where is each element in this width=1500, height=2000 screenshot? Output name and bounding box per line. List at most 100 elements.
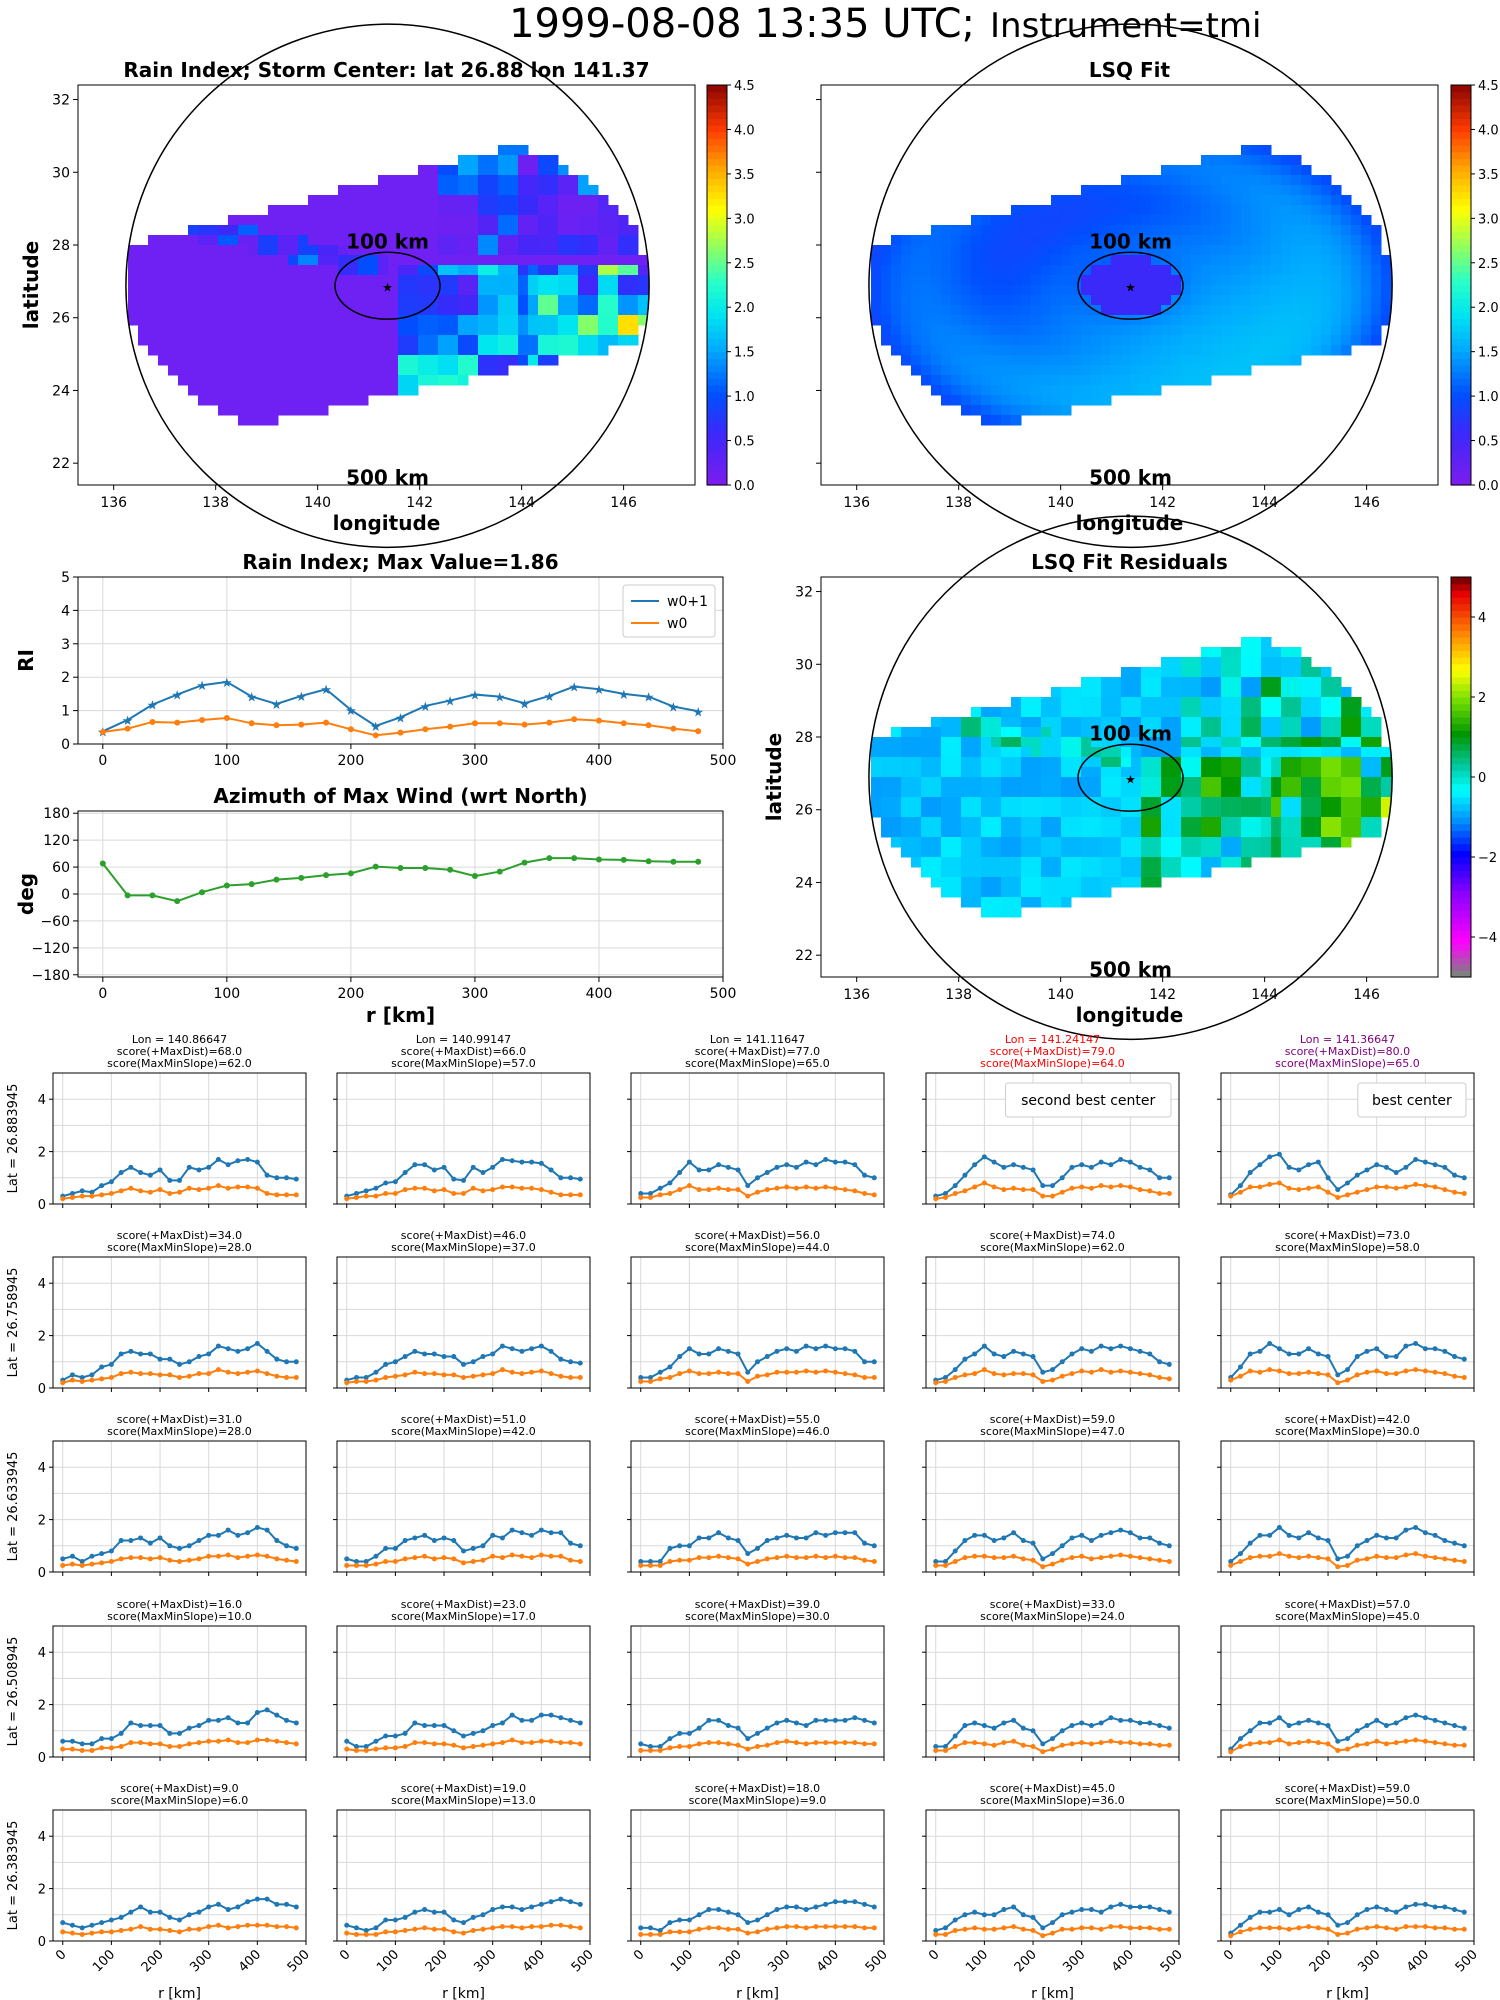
rain_index_map-cell xyxy=(488,195,499,206)
panel-w0-point xyxy=(1098,1367,1104,1373)
panel-w0-point xyxy=(842,1555,848,1561)
lsq_fit_map-cell xyxy=(961,245,972,256)
lsq_fit_map-cell xyxy=(1011,395,1022,406)
residuals_map-cell xyxy=(1161,697,1172,708)
residuals_map-cell xyxy=(1061,887,1072,898)
residuals_map-colorbar-step xyxy=(1451,603,1471,611)
lsq_fit_map-cell xyxy=(1041,285,1052,296)
rain_index_profile-frame xyxy=(77,576,724,745)
rain_index_map-cell xyxy=(338,355,349,366)
lsq_fit_map-cell xyxy=(941,365,952,376)
rain_index_map-cell xyxy=(638,295,649,306)
lsq_fit_map-cell xyxy=(901,325,912,336)
panel-w0-point xyxy=(1050,1193,1055,1199)
lsq_fit_map-cell xyxy=(1301,245,1312,256)
panel-w0-point xyxy=(422,1185,428,1191)
lsq_fit_map-colorbar-step xyxy=(1451,205,1471,213)
residuals_map-cell xyxy=(1341,717,1352,728)
lsq_fit_map-ring-500 xyxy=(868,23,1393,549)
lsq_fit_map-cell xyxy=(1201,265,1212,276)
residuals_map-cell xyxy=(1141,797,1152,808)
rain_index_map-cell xyxy=(378,195,389,206)
lsq_fit_map-cell xyxy=(1131,385,1142,396)
residuals_map-colorbar-step xyxy=(1451,917,1471,925)
lsq_fit_map-colorbar-step xyxy=(1451,231,1471,239)
rain_index_map-cell xyxy=(528,335,539,346)
residuals_map-cell xyxy=(1011,807,1022,818)
lsq_fit_map-cell xyxy=(901,255,912,266)
rain_index_map-cell xyxy=(628,325,639,336)
residuals_map-cell xyxy=(1251,847,1262,858)
panel-w0p1-point xyxy=(871,1359,877,1365)
residuals_map-cell xyxy=(1311,687,1322,698)
residuals_map-cell xyxy=(1251,767,1262,778)
residuals_map-cell xyxy=(1191,867,1202,878)
residuals_map-cell xyxy=(1171,747,1182,758)
panel-w0-point xyxy=(764,1187,770,1193)
residuals_map-cell xyxy=(1321,767,1332,778)
lsq_fit_map-cell xyxy=(1351,245,1362,256)
residuals_map-cell xyxy=(1011,887,1022,898)
rain_index_map-cell xyxy=(218,355,229,366)
lsq_fit_map-colorbar-step xyxy=(1451,458,1471,466)
residuals_map-cell xyxy=(1171,837,1182,848)
residuals_map-cell xyxy=(951,717,962,728)
rain_index_map-cell xyxy=(148,335,159,346)
panel-w0p1-point xyxy=(1442,1164,1448,1170)
lsq_fit_map-cell xyxy=(1101,265,1112,276)
panel-w0-point xyxy=(1118,1740,1124,1746)
panel-w0p1-point xyxy=(167,1177,173,1183)
rain_index_map-cell xyxy=(538,305,549,316)
panel-w0p1-point xyxy=(1452,1172,1458,1178)
residuals_map-cell xyxy=(1121,767,1132,778)
rain_index_map-cell xyxy=(488,275,499,286)
panel-w0-point xyxy=(1286,1553,1292,1559)
lsq_fit_map-cell xyxy=(1211,255,1222,266)
rain_index_map-cell xyxy=(188,365,199,376)
lsq_fit_map-cell xyxy=(881,315,892,326)
rain_index_map-cell xyxy=(448,345,459,356)
panel-w0-point xyxy=(538,1368,544,1374)
lsq_fit_map-colorbar-step xyxy=(1451,418,1471,426)
lsq_fit_map-cell xyxy=(1181,345,1192,356)
rain_index_map-cell xyxy=(328,245,339,256)
rain_index_map-cell xyxy=(368,285,379,296)
lsq_fit_map-cell xyxy=(1191,225,1202,236)
residuals_map-cell xyxy=(1271,687,1282,698)
residuals_map-cell xyxy=(1151,797,1162,808)
residuals_map-cell xyxy=(961,877,972,888)
panel-w0-point xyxy=(1315,1371,1321,1377)
panel-w0p1-point xyxy=(667,1364,673,1370)
residuals_map-ytick-label: 26 xyxy=(795,803,813,819)
panel-w0-point xyxy=(118,1371,124,1377)
panel-w0p1-point xyxy=(235,1532,241,1538)
residuals_map-cell xyxy=(1071,857,1082,868)
lsq_fit_map-cell xyxy=(1231,325,1242,336)
rain_index_map-cell xyxy=(398,385,409,396)
rain_index_map-colorbar-step xyxy=(707,231,727,239)
lsq_fit_map-cell xyxy=(1131,285,1142,296)
panel-w0-point xyxy=(774,1369,780,1375)
panel-w0p1-point xyxy=(383,1733,389,1739)
azimuth_profile-series-0-point xyxy=(670,858,677,865)
lsq_fit_map-cell xyxy=(1191,265,1202,276)
rain_index_map-cell xyxy=(388,355,399,366)
rain_index_map-cell xyxy=(428,165,439,176)
panel-w0-point xyxy=(862,1557,868,1563)
lsq_fit_map-cell xyxy=(1171,295,1182,306)
residuals_map-cell xyxy=(1181,727,1192,738)
lsq_fit_map-cell xyxy=(1231,155,1242,166)
rain_index_map-cell xyxy=(138,325,149,336)
rain_index_map-cell xyxy=(408,265,419,276)
lsq_fit_map-cell xyxy=(1031,295,1042,306)
rain_index_map-cell xyxy=(178,265,189,276)
panel-w0-point xyxy=(206,1185,212,1191)
lsq_fit_map-cell xyxy=(1181,265,1192,276)
residuals_map-cell xyxy=(901,797,912,808)
residuals_map-cell xyxy=(971,787,982,798)
residuals_map-cell xyxy=(1111,777,1122,788)
residuals_map-cell xyxy=(901,767,912,778)
residuals_map-cell xyxy=(951,847,962,858)
rain_index_map-cell xyxy=(378,335,389,346)
panel-score-slope: score(MaxMinSlope)=17.0 xyxy=(391,1610,536,1623)
